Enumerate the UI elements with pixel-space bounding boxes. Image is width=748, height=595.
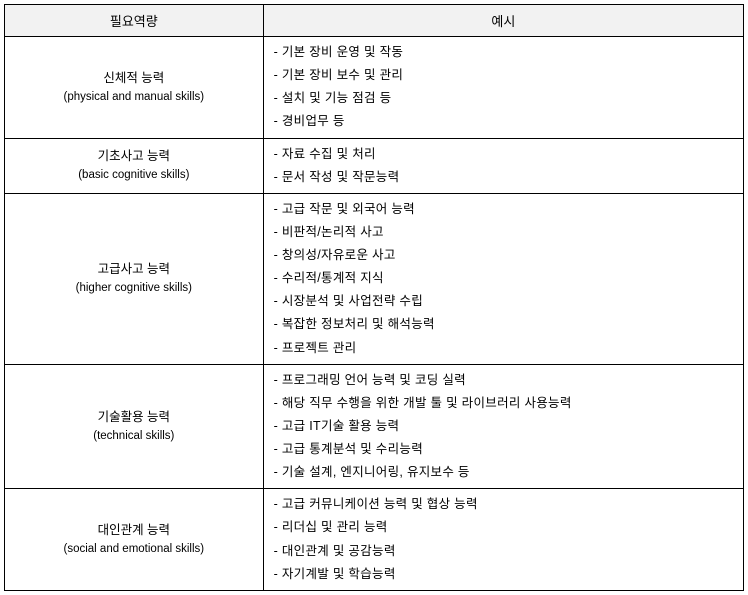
category-en: (physical and manual skills) xyxy=(13,88,255,106)
example-item: - 리더십 및 관리 능력 xyxy=(274,516,733,539)
category-cell: 신체적 능력(physical and manual skills) xyxy=(5,37,264,139)
table-row: 대인관계 능력(social and emotional skills)- 고급… xyxy=(5,489,744,591)
example-item: - 수리적/통계적 지식 xyxy=(274,267,733,290)
header-examples: 예시 xyxy=(263,5,743,37)
skills-table: 필요역량 예시 신체적 능력(physical and manual skill… xyxy=(4,4,744,591)
category-cell: 기술활용 능력(technical skills) xyxy=(5,364,264,489)
table-row: 기초사고 능력(basic cognitive skills)- 자료 수집 및… xyxy=(5,138,744,193)
example-item: - 문서 작성 및 작문능력 xyxy=(274,166,733,189)
category-en: (technical skills) xyxy=(13,427,255,445)
example-item: - 비판적/논리적 사고 xyxy=(274,221,733,244)
example-item: - 프로그래밍 언어 능력 및 코딩 실력 xyxy=(274,369,733,392)
examples-cell: - 기본 장비 운영 및 작동- 기본 장비 보수 및 관리- 설치 및 기능 … xyxy=(263,37,743,139)
header-row: 필요역량 예시 xyxy=(5,5,744,37)
example-item: - 대인관계 및 공감능력 xyxy=(274,540,733,563)
example-item: - 고급 IT기술 활용 능력 xyxy=(274,415,733,438)
example-item: - 자료 수집 및 처리 xyxy=(274,143,733,166)
example-item: - 기본 장비 보수 및 관리 xyxy=(274,64,733,87)
example-item: - 프로젝트 관리 xyxy=(274,337,733,360)
category-en: (social and emotional skills) xyxy=(13,540,255,558)
category-kr: 고급사고 능력 xyxy=(13,259,255,279)
examples-cell: - 자료 수집 및 처리- 문서 작성 및 작문능력 xyxy=(263,138,743,193)
example-item: - 자기계발 및 학습능력 xyxy=(274,563,733,586)
category-cell: 기초사고 능력(basic cognitive skills) xyxy=(5,138,264,193)
example-item: - 고급 통계분석 및 수리능력 xyxy=(274,438,733,461)
category-en: (higher cognitive skills) xyxy=(13,279,255,297)
table-row: 고급사고 능력(higher cognitive skills)- 고급 작문 … xyxy=(5,193,744,364)
category-kr: 신체적 능력 xyxy=(13,68,255,88)
example-item: - 창의성/자유로운 사고 xyxy=(274,244,733,267)
examples-cell: - 프로그래밍 언어 능력 및 코딩 실력- 해당 직무 수행을 위한 개발 툴… xyxy=(263,364,743,489)
category-en: (basic cognitive skills) xyxy=(13,166,255,184)
example-item: - 설치 및 기능 점검 등 xyxy=(274,87,733,110)
category-kr: 기술활용 능력 xyxy=(13,407,255,427)
example-item: - 복잡한 정보처리 및 해석능력 xyxy=(274,313,733,336)
examples-cell: - 고급 작문 및 외국어 능력- 비판적/논리적 사고- 창의성/자유로운 사… xyxy=(263,193,743,364)
table-row: 기술활용 능력(technical skills)- 프로그래밍 언어 능력 및… xyxy=(5,364,744,489)
category-cell: 고급사고 능력(higher cognitive skills) xyxy=(5,193,264,364)
example-item: - 시장분석 및 사업전략 수립 xyxy=(274,290,733,313)
example-item: - 고급 작문 및 외국어 능력 xyxy=(274,198,733,221)
example-item: - 고급 커뮤니케이션 능력 및 협상 능력 xyxy=(274,493,733,516)
table-row: 신체적 능력(physical and manual skills)- 기본 장… xyxy=(5,37,744,139)
category-kr: 기초사고 능력 xyxy=(13,146,255,166)
header-category: 필요역량 xyxy=(5,5,264,37)
category-kr: 대인관계 능력 xyxy=(13,520,255,540)
example-item: - 기본 장비 운영 및 작동 xyxy=(274,41,733,64)
example-item: - 기술 설계, 엔지니어링, 유지보수 등 xyxy=(274,461,733,484)
examples-cell: - 고급 커뮤니케이션 능력 및 협상 능력- 리더십 및 관리 능력- 대인관… xyxy=(263,489,743,591)
category-cell: 대인관계 능력(social and emotional skills) xyxy=(5,489,264,591)
example-item: - 경비업무 등 xyxy=(274,110,733,133)
example-item: - 해당 직무 수행을 위한 개발 툴 및 라이브러리 사용능력 xyxy=(274,392,733,415)
